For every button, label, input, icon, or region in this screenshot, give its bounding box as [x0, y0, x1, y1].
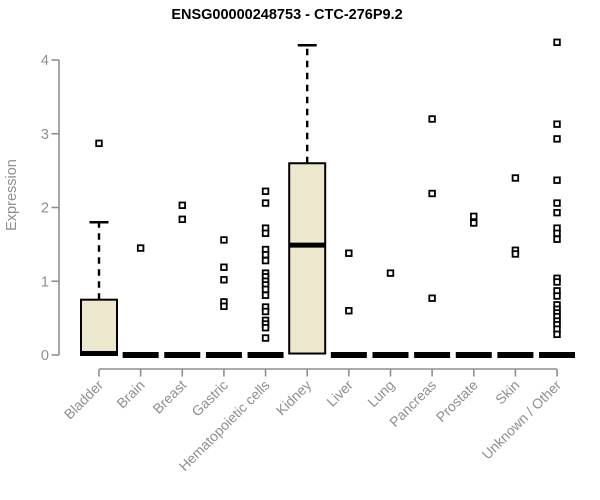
collapsed-box-bar [205, 352, 242, 358]
outlier-point [553, 330, 561, 339]
box-rect [80, 298, 118, 356]
box-lung [372, 269, 409, 358]
outlier-point [428, 189, 436, 198]
chart-title: ENSG00000248753 - CTC-276P9.2 [171, 7, 403, 23]
outlier-point [178, 201, 186, 209]
outlier-point [261, 285, 270, 294]
x-category-label-bladder: Bladder [61, 377, 107, 423]
outlier-point [220, 263, 228, 271]
collapsed-box-bar [539, 352, 576, 358]
y-tick-label: 0 [41, 348, 49, 364]
outlier-point [261, 250, 270, 259]
outlier-point [428, 294, 436, 302]
collapsed-box-bar [455, 352, 492, 358]
box-hematopoietic-cells [247, 187, 284, 358]
y-tick-label: 2 [41, 201, 49, 217]
x-category-label-prostate: Prostate [433, 377, 481, 425]
outlier-point [553, 199, 561, 207]
outlier-point [470, 212, 478, 221]
collapsed-box-bar [247, 352, 284, 358]
box-prostate [455, 212, 492, 358]
x-category-label-brain: Brain [113, 377, 147, 411]
outlier-point [553, 229, 561, 238]
outlier-point [345, 307, 353, 315]
outlier-point [553, 176, 561, 184]
outlier-point [553, 208, 561, 217]
x-category-label-skin: Skin [492, 377, 523, 408]
box-skin [497, 174, 534, 358]
outlier-point [386, 269, 395, 277]
outlier-point [553, 278, 561, 286]
collapsed-box-bar [330, 352, 367, 358]
box-rect [288, 162, 327, 355]
box-bladder [80, 139, 118, 357]
outlier-point [261, 291, 270, 299]
outlier-point [220, 302, 228, 311]
outlier-point [511, 250, 520, 258]
outlier-point [261, 199, 270, 207]
outlier-point [511, 174, 520, 182]
y-tick-label: 3 [41, 127, 49, 143]
y-tick-label: 4 [41, 53, 49, 69]
collapsed-box-bar [372, 352, 409, 358]
outlier-point [553, 120, 561, 128]
collapsed-box-bar [497, 352, 534, 358]
x-category-label-lung: Lung [364, 377, 397, 410]
outlier-point [261, 229, 270, 238]
outlier-point [261, 324, 270, 332]
box-gastric [205, 236, 242, 358]
outlier-point [345, 249, 353, 257]
x-category-label-breast: Breast [149, 377, 189, 417]
y-axis: 0 1 2 3 4 [41, 53, 60, 364]
collapsed-box-bar [122, 352, 159, 358]
box-brain [122, 244, 159, 358]
outlier-point [553, 38, 561, 46]
outlier-point [220, 236, 228, 244]
box-breast [164, 201, 201, 358]
outlier-point [553, 135, 561, 143]
outlier-point [178, 215, 186, 223]
outlier-point [261, 187, 270, 195]
collapsed-box-bar [414, 352, 451, 358]
outlier-point [136, 244, 145, 252]
x-category-label-kidney: Kidney [273, 377, 315, 419]
outlier-point [95, 139, 103, 148]
y-tick-label: 1 [41, 274, 49, 290]
outlier-point [553, 292, 561, 300]
outlier-point [428, 115, 436, 123]
outlier-point [261, 256, 270, 265]
outlier-point [470, 219, 478, 227]
outlier-point [220, 276, 228, 284]
box-kidney [288, 44, 327, 355]
outlier-point [261, 334, 270, 342]
outlier-point [261, 307, 270, 316]
box-unknown-other [539, 38, 576, 358]
collapsed-box-bar [164, 352, 201, 358]
x-category-label-liver: Liver [323, 377, 356, 410]
box-pancreas [414, 115, 451, 358]
outlier-point [553, 235, 561, 243]
box-liver [330, 249, 367, 358]
x-category-label-unknown-other: Unknown / Other [479, 377, 565, 463]
